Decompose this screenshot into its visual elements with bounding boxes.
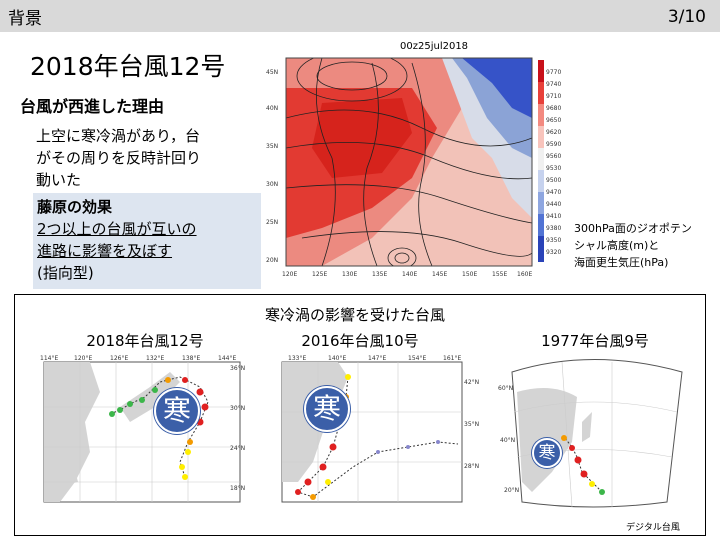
- typhoon-comparison-panel: [14, 294, 706, 536]
- svg-text:9770: 9770: [546, 69, 561, 76]
- slide-title: 2018年台風12号: [30, 52, 226, 81]
- cold-vortex-marker: 寒: [154, 388, 200, 434]
- svg-text:130E: 130E: [342, 271, 357, 278]
- svg-text:133°E: 133°E: [288, 355, 306, 362]
- colorbar: [538, 60, 544, 262]
- fujiwara-line: 進路に影響を及ぼす: [37, 242, 173, 260]
- svg-text:120E: 120E: [282, 271, 297, 278]
- svg-text:9620: 9620: [546, 129, 561, 136]
- explanation-text: 上空に寒冷渦があり，台 がその周りを反時計回り 動いた: [36, 125, 241, 191]
- map-caption-line: シャル高度(m)と: [574, 239, 660, 252]
- svg-text:9410: 9410: [546, 213, 561, 220]
- svg-text:9320: 9320: [546, 249, 561, 256]
- svg-text:18°N: 18°N: [230, 485, 245, 492]
- svg-text:35°N: 35°N: [464, 421, 479, 428]
- svg-text:25N: 25N: [266, 219, 278, 226]
- fujiwara-line: (指向型): [37, 264, 94, 282]
- caption-1977-t9: 1977年台風9号: [541, 332, 649, 350]
- svg-text:161°E: 161°E: [443, 355, 461, 362]
- explanation-line: 動いた: [36, 171, 82, 189]
- svg-text:154°E: 154°E: [408, 355, 426, 362]
- lat-axis: 45N 40N 35N 30N 25N 20N: [266, 69, 278, 264]
- svg-text:9680: 9680: [546, 105, 561, 112]
- map-caption-line: 海面更生気圧(hPa): [574, 256, 669, 269]
- svg-text:9470: 9470: [546, 189, 561, 196]
- svg-text:9650: 9650: [546, 117, 561, 124]
- svg-text:45N: 45N: [266, 69, 278, 76]
- svg-text:114°E: 114°E: [40, 355, 58, 362]
- source-credit: デジタル台風: [626, 523, 680, 533]
- svg-text:145E: 145E: [432, 271, 447, 278]
- svg-text:132°E: 132°E: [146, 355, 164, 362]
- svg-text:126°E: 126°E: [110, 355, 128, 362]
- caption-2016-t10: 2016年台風10号: [301, 332, 419, 350]
- svg-text:140E: 140E: [402, 271, 417, 278]
- svg-text:40N: 40N: [266, 105, 278, 112]
- svg-text:30°N: 30°N: [230, 405, 245, 412]
- svg-text:9560: 9560: [546, 153, 561, 160]
- svg-text:42°N: 42°N: [464, 379, 479, 386]
- svg-text:36°N: 36°N: [230, 365, 245, 372]
- track-points: [561, 435, 605, 495]
- svg-text:30N: 30N: [266, 181, 278, 188]
- fujiwara-effect-box: 藤原の効果 2つ以上の台風が互いの 進路に影響を及ぼす (指向型): [33, 193, 261, 289]
- cold-vortex-heading: 寒冷渦の影響を受けた台風: [264, 306, 445, 324]
- svg-text:9440: 9440: [546, 201, 561, 208]
- svg-text:147°E: 147°E: [368, 355, 386, 362]
- slide-subtitle: 台風が西進した理由: [20, 97, 165, 116]
- svg-text:138°E: 138°E: [182, 355, 200, 362]
- svg-text:160E: 160E: [517, 271, 532, 278]
- track-map-2018-t12: 114°E 120°E 126°E 132°E 138°E 144°E 36°N…: [40, 355, 245, 503]
- map-title: 00z25jul2018: [400, 41, 468, 52]
- map-caption: 300hPa面のジオポテン シャル高度(m)と 海面更生気圧(hPa): [574, 220, 720, 271]
- svg-text:28°N: 28°N: [464, 463, 479, 470]
- svg-text:35N: 35N: [266, 143, 278, 150]
- svg-text:120°E: 120°E: [74, 355, 92, 362]
- lon-axis: 120E 125E 130E 135E 140E 145E 150E 155E …: [282, 271, 532, 278]
- explanation-line: がその周りを反時計回り: [36, 149, 202, 167]
- svg-text:9350: 9350: [546, 237, 561, 244]
- svg-text:155E: 155E: [492, 271, 507, 278]
- slide-header: 背景 3/10: [0, 0, 720, 32]
- svg-text:150E: 150E: [462, 271, 477, 278]
- map-field: [286, 58, 532, 266]
- colorbar-labels: 9770 9740 9710 9680 9650 9620 9590 9560 …: [546, 69, 561, 256]
- svg-text:9740: 9740: [546, 81, 561, 88]
- map-caption-line: 300hPa面のジオポテン: [574, 222, 692, 235]
- cold-vortex-marker: 寒: [304, 386, 350, 432]
- svg-text:40°N: 40°N: [500, 437, 515, 444]
- svg-text:60°N: 60°N: [498, 385, 513, 392]
- svg-text:9530: 9530: [546, 165, 561, 172]
- svg-text:20N: 20N: [266, 257, 278, 264]
- caption-2018-t12: 2018年台風12号: [86, 332, 204, 350]
- svg-text:144°E: 144°E: [218, 355, 236, 362]
- svg-text:140°E: 140°E: [328, 355, 346, 362]
- section-label: 背景: [8, 9, 42, 29]
- svg-text:125E: 125E: [312, 271, 327, 278]
- cold-vortex-marker: 寒: [532, 438, 562, 468]
- svg-text:9590: 9590: [546, 141, 561, 148]
- page-number: 3/10: [667, 7, 706, 27]
- svg-text:135E: 135E: [372, 271, 387, 278]
- svg-text:9710: 9710: [546, 93, 561, 100]
- svg-text:24°N: 24°N: [230, 445, 245, 452]
- fujiwara-line: 2つ以上の台風が互いの: [37, 220, 197, 238]
- fujiwara-heading: 藤原の効果: [37, 198, 113, 216]
- geopotential-map: 00z25jul2018 45N 40N 35N 30N 25N: [262, 38, 574, 288]
- svg-text:9500: 9500: [546, 177, 561, 184]
- track-map-2016-t10: 133°E 140°E 147°E 154°E 161°E 42°N 35°N …: [281, 355, 479, 503]
- explanation-line: 上空に寒冷渦があり，台: [36, 127, 200, 145]
- svg-text:20°N: 20°N: [504, 487, 519, 494]
- svg-text:9380: 9380: [546, 225, 561, 232]
- track-map-1977-t9: 60°N 40°N 20°N: [498, 359, 683, 508]
- track-points: [109, 377, 209, 480]
